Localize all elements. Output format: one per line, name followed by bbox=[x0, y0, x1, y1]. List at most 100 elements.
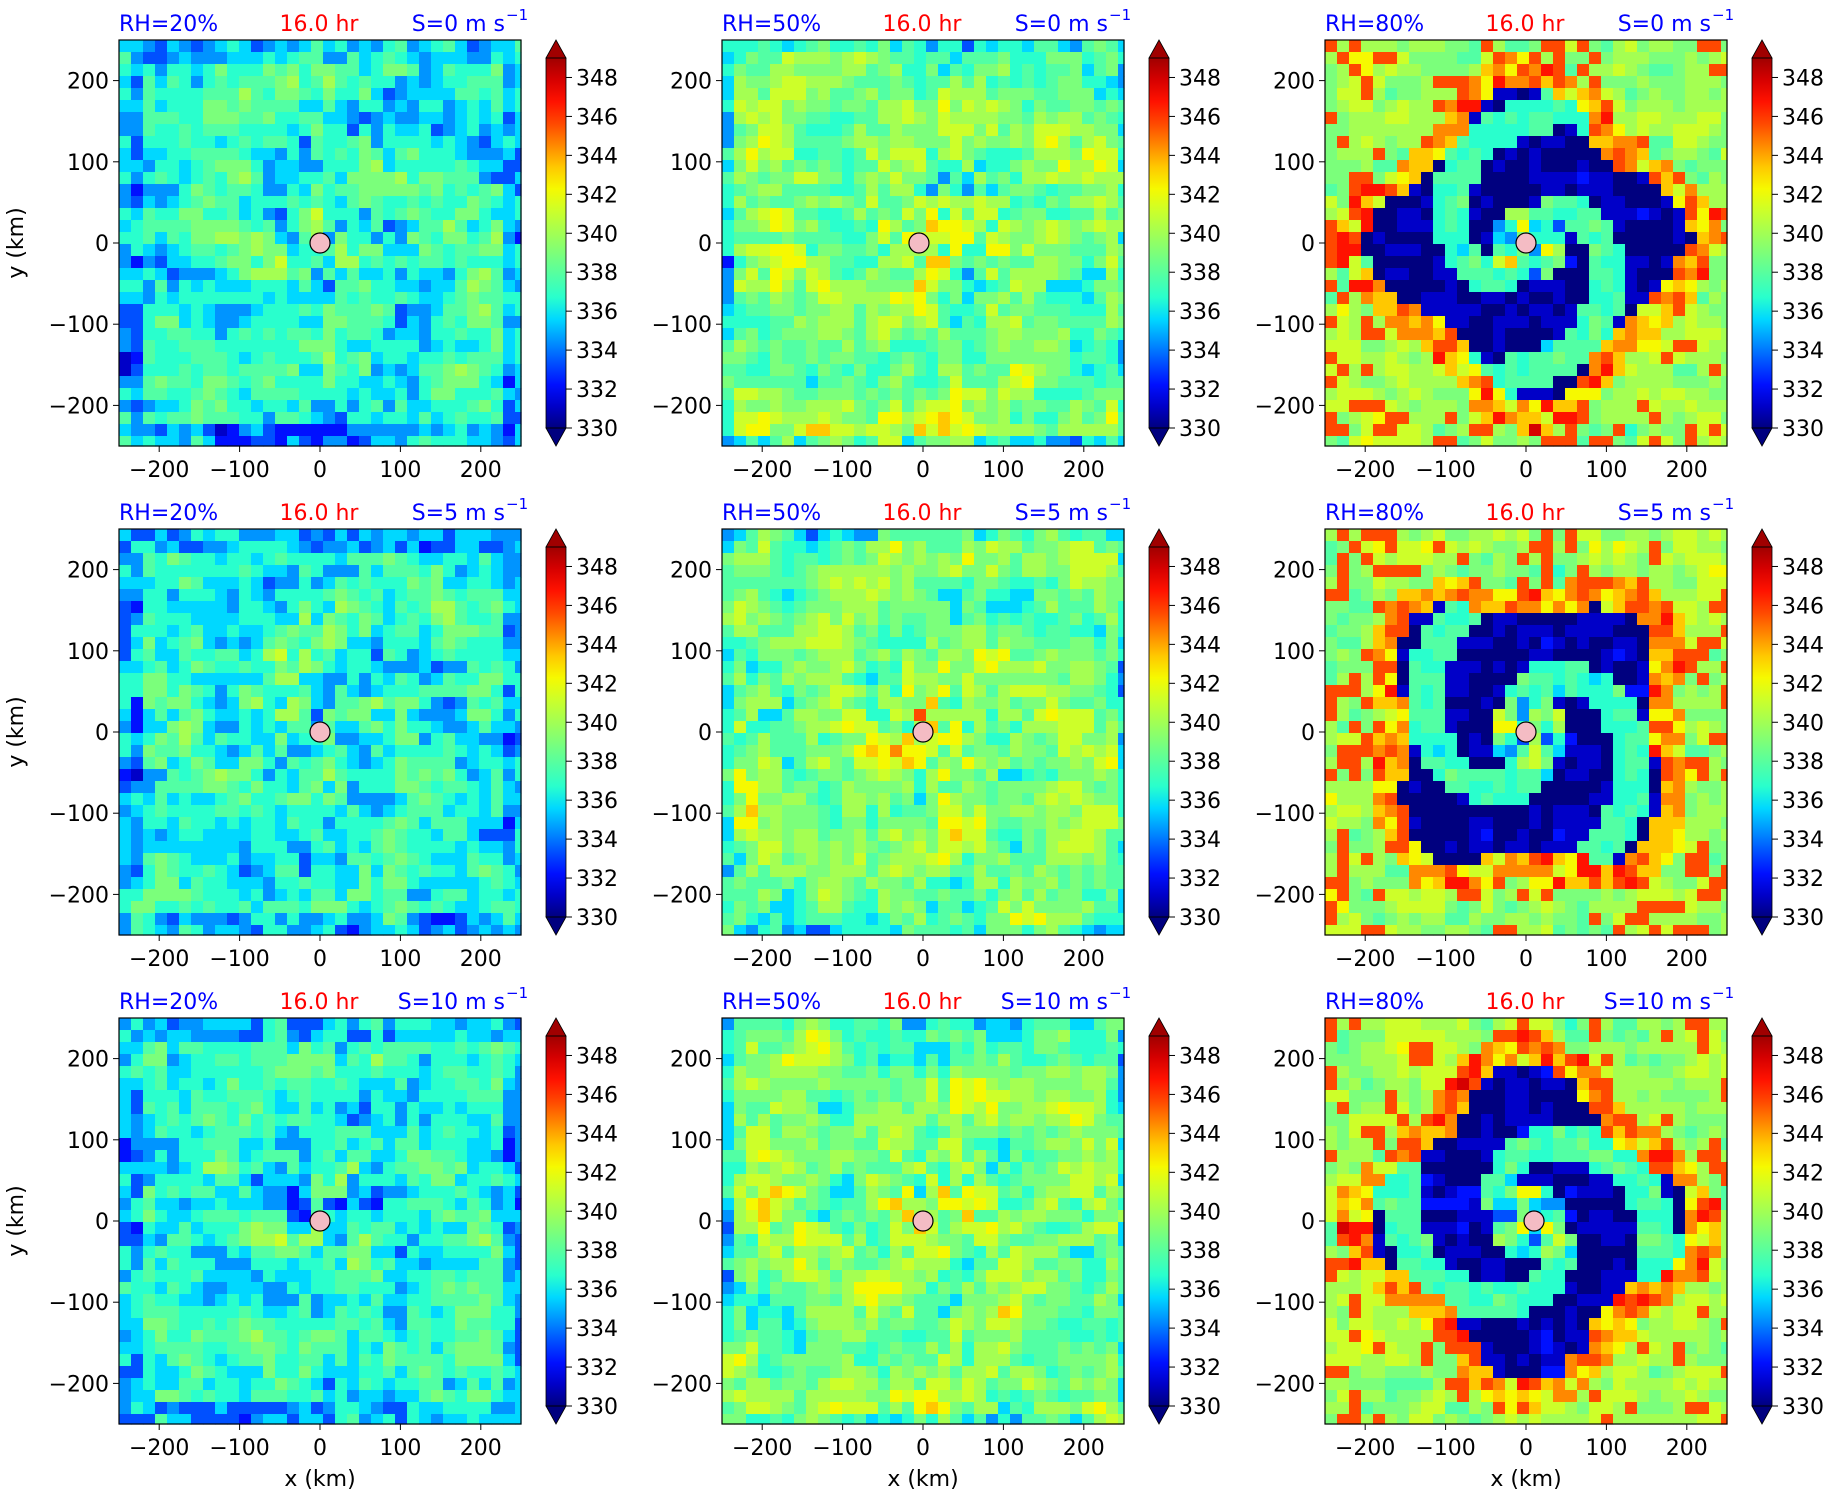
heatmap-cell bbox=[1421, 184, 1434, 197]
heatmap-cell bbox=[515, 841, 522, 854]
heatmap-cell bbox=[155, 376, 168, 389]
heatmap-cell bbox=[491, 436, 504, 447]
heatmap-cell bbox=[143, 877, 156, 890]
heatmap-cell bbox=[395, 901, 408, 914]
heatmap-cell bbox=[890, 64, 903, 77]
heatmap-cell bbox=[1589, 340, 1602, 353]
heatmap-cell bbox=[323, 589, 336, 602]
heatmap-cell bbox=[1697, 172, 1710, 185]
heatmap-cell bbox=[890, 376, 903, 389]
heatmap-cell bbox=[794, 208, 807, 221]
heatmap-cell bbox=[1034, 364, 1047, 377]
heatmap-cell bbox=[419, 865, 432, 878]
heatmap-cell bbox=[299, 76, 312, 89]
heatmap-cell bbox=[443, 340, 456, 353]
heatmap-cell bbox=[1070, 256, 1083, 269]
heatmap-cell bbox=[830, 40, 843, 53]
heatmap-cell bbox=[299, 52, 312, 65]
heatmap-cell bbox=[962, 541, 975, 554]
heatmap-cell bbox=[131, 244, 144, 257]
heatmap-cell bbox=[503, 709, 516, 722]
heatmap-cell bbox=[986, 208, 999, 221]
heatmap-cell bbox=[503, 661, 516, 674]
heatmap-cell bbox=[734, 172, 747, 185]
heatmap-cell bbox=[335, 88, 348, 101]
heatmap-cell bbox=[1493, 52, 1506, 65]
heatmap-cell bbox=[179, 88, 192, 101]
heatmap-cell bbox=[383, 112, 396, 125]
heatmap-cell bbox=[842, 172, 855, 185]
heatmap-cell bbox=[479, 589, 492, 602]
heatmap-cell bbox=[311, 685, 324, 698]
heatmap-cell bbox=[515, 925, 522, 936]
heatmap-cell bbox=[155, 208, 168, 221]
heatmap-cell bbox=[515, 709, 522, 722]
heatmap-cell bbox=[1601, 316, 1614, 329]
heatmap-cell bbox=[395, 889, 408, 902]
heatmap-cell bbox=[1697, 88, 1710, 101]
heatmap-cell bbox=[794, 376, 807, 389]
heatmap-cell bbox=[770, 304, 783, 317]
heatmap-cell bbox=[1373, 388, 1386, 401]
heatmap-cell bbox=[986, 124, 999, 137]
heatmap-cell bbox=[491, 388, 504, 401]
heatmap-cell bbox=[287, 913, 300, 926]
heatmap-cell bbox=[299, 649, 312, 662]
heatmap-cell bbox=[359, 64, 372, 77]
heatmap-cell bbox=[131, 601, 144, 614]
heatmap-cell bbox=[902, 577, 915, 590]
heatmap-cell bbox=[1613, 208, 1626, 221]
heatmap-cell bbox=[1022, 388, 1035, 401]
heatmap-cell bbox=[227, 232, 240, 245]
heatmap-cell bbox=[395, 565, 408, 578]
heatmap-cell bbox=[794, 553, 807, 566]
heatmap-cell bbox=[1685, 364, 1698, 377]
heatmap-cell bbox=[143, 280, 156, 293]
heatmap-cell bbox=[782, 88, 795, 101]
heatmap-cell bbox=[1106, 280, 1119, 293]
heatmap-cell bbox=[974, 40, 987, 53]
heatmap-cell bbox=[359, 268, 372, 281]
heatmap-cell bbox=[515, 292, 522, 305]
heatmap-cell bbox=[407, 364, 420, 377]
heatmap-cell bbox=[335, 541, 348, 554]
heatmap-cell bbox=[974, 376, 987, 389]
heatmap-cell bbox=[854, 424, 867, 437]
heatmap-cell bbox=[251, 541, 264, 554]
heatmap-cell bbox=[311, 316, 324, 329]
heatmap-cell bbox=[215, 805, 228, 818]
heatmap-cell bbox=[287, 88, 300, 101]
heatmap-cell bbox=[1070, 64, 1083, 77]
heatmap-cell bbox=[215, 769, 228, 782]
heatmap-cell bbox=[866, 220, 879, 233]
heatmap-cell bbox=[1697, 328, 1710, 341]
heatmap-cell bbox=[359, 136, 372, 149]
heatmap-cell bbox=[347, 208, 360, 221]
heatmap-cell bbox=[131, 877, 144, 890]
heatmap-cell bbox=[455, 244, 468, 257]
heatmap-cell bbox=[1034, 352, 1047, 365]
heatmap-cell bbox=[1709, 40, 1722, 53]
heatmap-cell bbox=[734, 64, 747, 77]
heatmap-cell bbox=[1082, 328, 1095, 341]
heatmap-cell bbox=[1349, 172, 1362, 185]
heatmap-cell bbox=[503, 268, 516, 281]
heatmap-cell bbox=[143, 529, 156, 542]
heatmap-cell bbox=[1409, 184, 1422, 197]
heatmap-cell bbox=[1337, 64, 1350, 77]
heatmap-cell bbox=[275, 901, 288, 914]
heatmap-cell bbox=[179, 817, 192, 830]
heatmap-cell bbox=[395, 256, 408, 269]
heatmap-cell bbox=[1046, 352, 1059, 365]
heatmap-cell bbox=[1385, 412, 1398, 425]
heatmap-cell bbox=[794, 529, 807, 542]
heatmap-cell bbox=[419, 64, 432, 77]
heatmap-cell bbox=[1637, 424, 1650, 437]
heatmap-cell bbox=[491, 304, 504, 317]
heatmap-cell bbox=[419, 292, 432, 305]
y-tick-label: −100 bbox=[49, 802, 109, 827]
heatmap-cell bbox=[515, 541, 522, 554]
heatmap-cell bbox=[1457, 136, 1470, 149]
heatmap-cell bbox=[1082, 553, 1095, 566]
heatmap-cell bbox=[1034, 172, 1047, 185]
